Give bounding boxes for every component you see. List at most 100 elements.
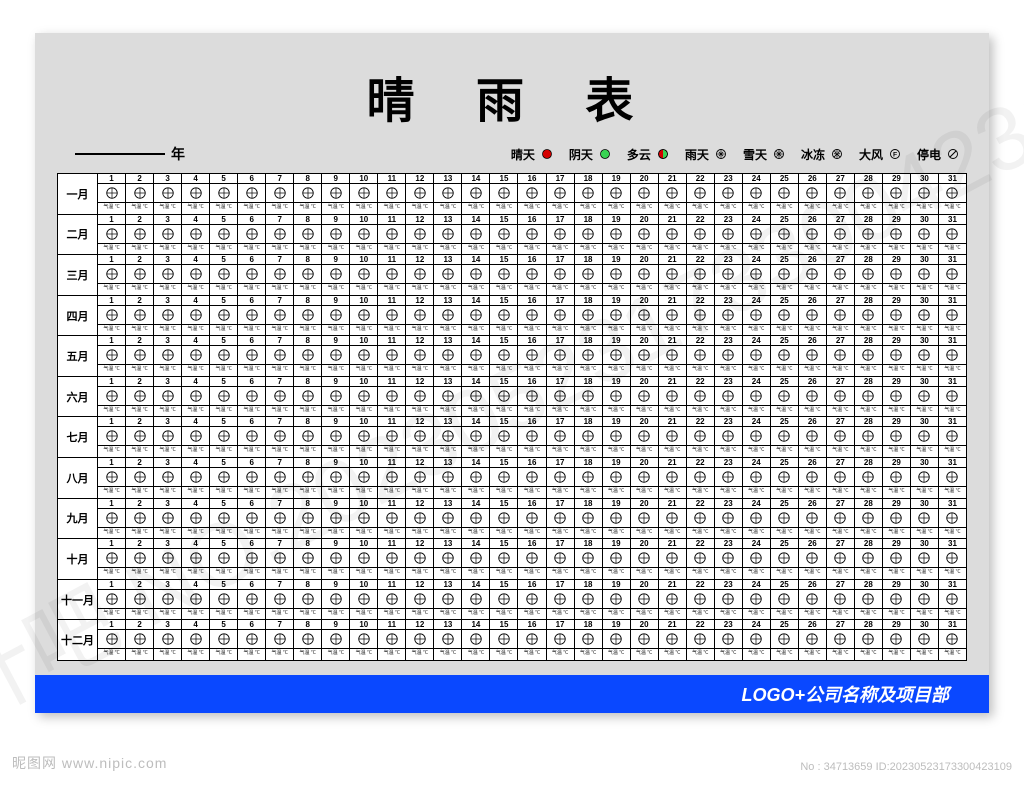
day-footer: 气温 ℃: [182, 608, 209, 616]
day-circle-icon: [603, 184, 630, 202]
day-number: 18: [575, 255, 602, 265]
day-number: 6: [238, 174, 265, 184]
day-footer: 气温 ℃: [518, 648, 545, 656]
day-cell: 12气温 ℃: [406, 255, 434, 296]
day-number: 4: [182, 377, 209, 387]
day-number: 7: [266, 174, 293, 184]
day-circle-icon: [406, 630, 433, 648]
legend-item: 多云: [627, 146, 669, 163]
day-circle-icon: [266, 549, 293, 567]
day-cell: 19气温 ℃: [602, 620, 630, 661]
day-cell: 16气温 ℃: [518, 620, 546, 661]
day-number: 16: [518, 174, 545, 184]
day-footer: 气温 ℃: [490, 567, 517, 575]
day-footer: 气温 ℃: [210, 405, 237, 413]
day-cell: 30气温 ℃: [910, 295, 938, 336]
day-number: 24: [743, 620, 770, 630]
day-number: 20: [631, 458, 658, 468]
day-circle-icon: [855, 346, 882, 364]
day-number: 7: [266, 296, 293, 306]
day-footer: 气温 ℃: [518, 324, 545, 332]
day-circle-icon: [518, 306, 545, 324]
day-number: 13: [434, 296, 461, 306]
legend-label: 阴天: [569, 146, 593, 163]
day-circle-icon: [518, 427, 545, 445]
day-footer: 气温 ℃: [434, 243, 461, 251]
day-number: 24: [743, 255, 770, 265]
day-cell: 16气温 ℃: [518, 579, 546, 620]
day-number: 17: [547, 539, 574, 549]
day-cell: 31气温 ℃: [938, 498, 966, 539]
day-circle-icon: [855, 549, 882, 567]
day-number: 5: [210, 296, 237, 306]
day-number: 1: [98, 215, 125, 225]
day-number: 7: [266, 215, 293, 225]
day-number: 24: [743, 296, 770, 306]
day-number: 1: [98, 539, 125, 549]
day-circle-icon: [378, 468, 405, 486]
day-circle-icon: [154, 427, 181, 445]
day-footer: 气温 ℃: [238, 445, 265, 453]
day-footer: 气温 ℃: [603, 486, 630, 494]
poweroff-icon: [947, 148, 959, 160]
legend-item: 阴天: [569, 146, 611, 163]
day-circle-icon: [939, 468, 966, 486]
day-cell: 30气温 ℃: [910, 498, 938, 539]
day-footer: 气温 ℃: [687, 567, 714, 575]
day-circle-icon: [911, 590, 938, 608]
day-footer: 气温 ℃: [631, 324, 658, 332]
day-number: 13: [434, 255, 461, 265]
day-number: 16: [518, 580, 545, 590]
day-footer: 气温 ℃: [743, 648, 770, 656]
day-footer: 气温 ℃: [378, 405, 405, 413]
day-footer: 气温 ℃: [547, 527, 574, 535]
day-circle-icon: [883, 265, 910, 283]
day-circle-icon: [490, 346, 517, 364]
day-footer: 气温 ℃: [659, 405, 686, 413]
day-footer: 气温 ℃: [462, 445, 489, 453]
day-circle-icon: [659, 630, 686, 648]
day-number: 24: [743, 377, 770, 387]
day-footer: 气温 ℃: [98, 608, 125, 616]
day-cell: 6气温 ℃: [238, 620, 266, 661]
day-footer: 气温 ℃: [266, 283, 293, 291]
day-footer: 气温 ℃: [210, 243, 237, 251]
day-number: 9: [322, 174, 349, 184]
day-cell: 28气温 ℃: [854, 295, 882, 336]
day-cell: 3气温 ℃: [154, 295, 182, 336]
day-number: 12: [406, 580, 433, 590]
day-footer: 气温 ℃: [406, 608, 433, 616]
day-circle-icon: [462, 630, 489, 648]
day-number: 28: [855, 377, 882, 387]
day-number: 7: [266, 580, 293, 590]
day-number: 14: [462, 377, 489, 387]
day-number: 1: [98, 580, 125, 590]
day-circle-icon: [687, 468, 714, 486]
day-cell: 19气温 ℃: [602, 255, 630, 296]
day-number: 4: [182, 620, 209, 630]
day-circle-icon: [490, 468, 517, 486]
day-number: 23: [715, 377, 742, 387]
day-circle-icon: [294, 346, 321, 364]
day-footer: 气温 ℃: [406, 202, 433, 210]
day-number: 11: [378, 499, 405, 509]
day-number: 26: [799, 458, 826, 468]
day-footer: 气温 ℃: [883, 243, 910, 251]
day-number: 20: [631, 174, 658, 184]
day-footer: 气温 ℃: [350, 283, 377, 291]
day-footer: 气温 ℃: [462, 324, 489, 332]
day-cell: 2气温 ℃: [126, 336, 154, 377]
day-footer: 气温 ℃: [659, 283, 686, 291]
day-footer: 气温 ℃: [490, 648, 517, 656]
day-number: 22: [687, 255, 714, 265]
day-circle-icon: [126, 549, 153, 567]
month-label: 十月: [58, 539, 98, 580]
day-footer: 气温 ℃: [687, 324, 714, 332]
day-circle-icon: [126, 387, 153, 405]
day-number: 1: [98, 255, 125, 265]
day-circle-icon: [490, 306, 517, 324]
day-cell: 29气温 ℃: [882, 214, 910, 255]
day-number: 22: [687, 458, 714, 468]
day-number: 28: [855, 580, 882, 590]
day-cell: 5气温 ℃: [210, 539, 238, 580]
